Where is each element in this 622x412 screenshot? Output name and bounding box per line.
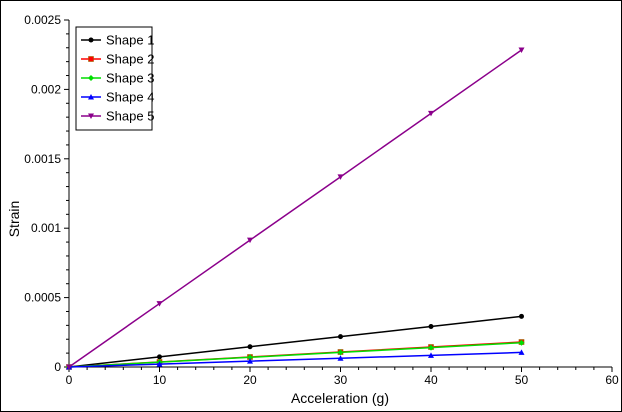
x-tick-label: 60	[605, 373, 619, 387]
x-tick-label: 10	[153, 373, 167, 387]
x-tick-label: 40	[424, 373, 438, 387]
data-point	[337, 174, 344, 180]
data-point	[518, 349, 525, 355]
series-1	[66, 313, 524, 370]
legend-label: Shape 4	[106, 90, 154, 105]
data-point	[247, 354, 253, 361]
x-axis-title: Acceleration (g)	[291, 390, 389, 406]
data-point	[428, 344, 434, 351]
data-point	[428, 323, 434, 329]
data-point	[247, 344, 253, 350]
data-point	[337, 349, 344, 356]
legend-item-3: Shape 3	[81, 71, 154, 86]
legend-marker	[88, 37, 94, 43]
x-tick-label: 20	[243, 373, 257, 387]
x-tick-label: 50	[515, 373, 529, 387]
legend-marker	[88, 94, 94, 100]
legend: Shape 1 Shape 2 Shape 3 Shape 4 Shape 5	[75, 26, 154, 131]
y-tick-label: 0.0005	[24, 291, 61, 305]
data-point	[247, 237, 253, 244]
y-tick-label: 0.001	[31, 221, 61, 235]
legend-item-2: Shape 2	[81, 52, 154, 67]
data-point	[156, 301, 163, 307]
y-tick-label: 0.0025	[24, 13, 61, 27]
x-tick-label: 30	[334, 373, 348, 387]
data-point	[518, 339, 525, 346]
legend-marker	[88, 113, 94, 119]
y-tick-label: 0.002	[31, 82, 61, 96]
legend-item-5: Shape 5	[81, 109, 154, 124]
legend-label: Shape 5	[106, 109, 154, 124]
data-point	[338, 334, 343, 340]
series-5	[66, 47, 525, 370]
legend-marker	[88, 75, 94, 81]
data-point	[247, 358, 253, 364]
data-point	[518, 47, 525, 53]
data-point	[519, 313, 524, 319]
legend-item-1: Shape 1	[81, 33, 154, 48]
data-point	[428, 110, 434, 117]
legend-item-4: Shape 4	[81, 90, 154, 105]
y-tick-label: 0.0015	[24, 152, 61, 166]
data-point	[66, 364, 72, 370]
y-tick-label: 0	[54, 360, 61, 374]
y-axis-title: Strain	[6, 201, 22, 238]
x-tick-label: 0	[66, 373, 73, 387]
data-point	[337, 355, 344, 361]
data-point	[156, 361, 163, 367]
series-line	[68, 49, 522, 368]
ticks: 0 10 20 30 40 50 60 0 0.0005 0.001 0.0015 0.002 0.00…	[24, 13, 619, 387]
data-point	[428, 352, 434, 358]
legend-label: Shape 3	[106, 71, 154, 86]
series-line	[68, 341, 522, 368]
data-point	[157, 354, 162, 360]
legend-label: Shape 2	[106, 52, 154, 67]
legend-label: Shape 1	[106, 33, 154, 48]
series	[66, 47, 525, 370]
legend-marker	[88, 56, 94, 62]
series-line	[68, 315, 522, 368]
series-line	[68, 351, 522, 368]
